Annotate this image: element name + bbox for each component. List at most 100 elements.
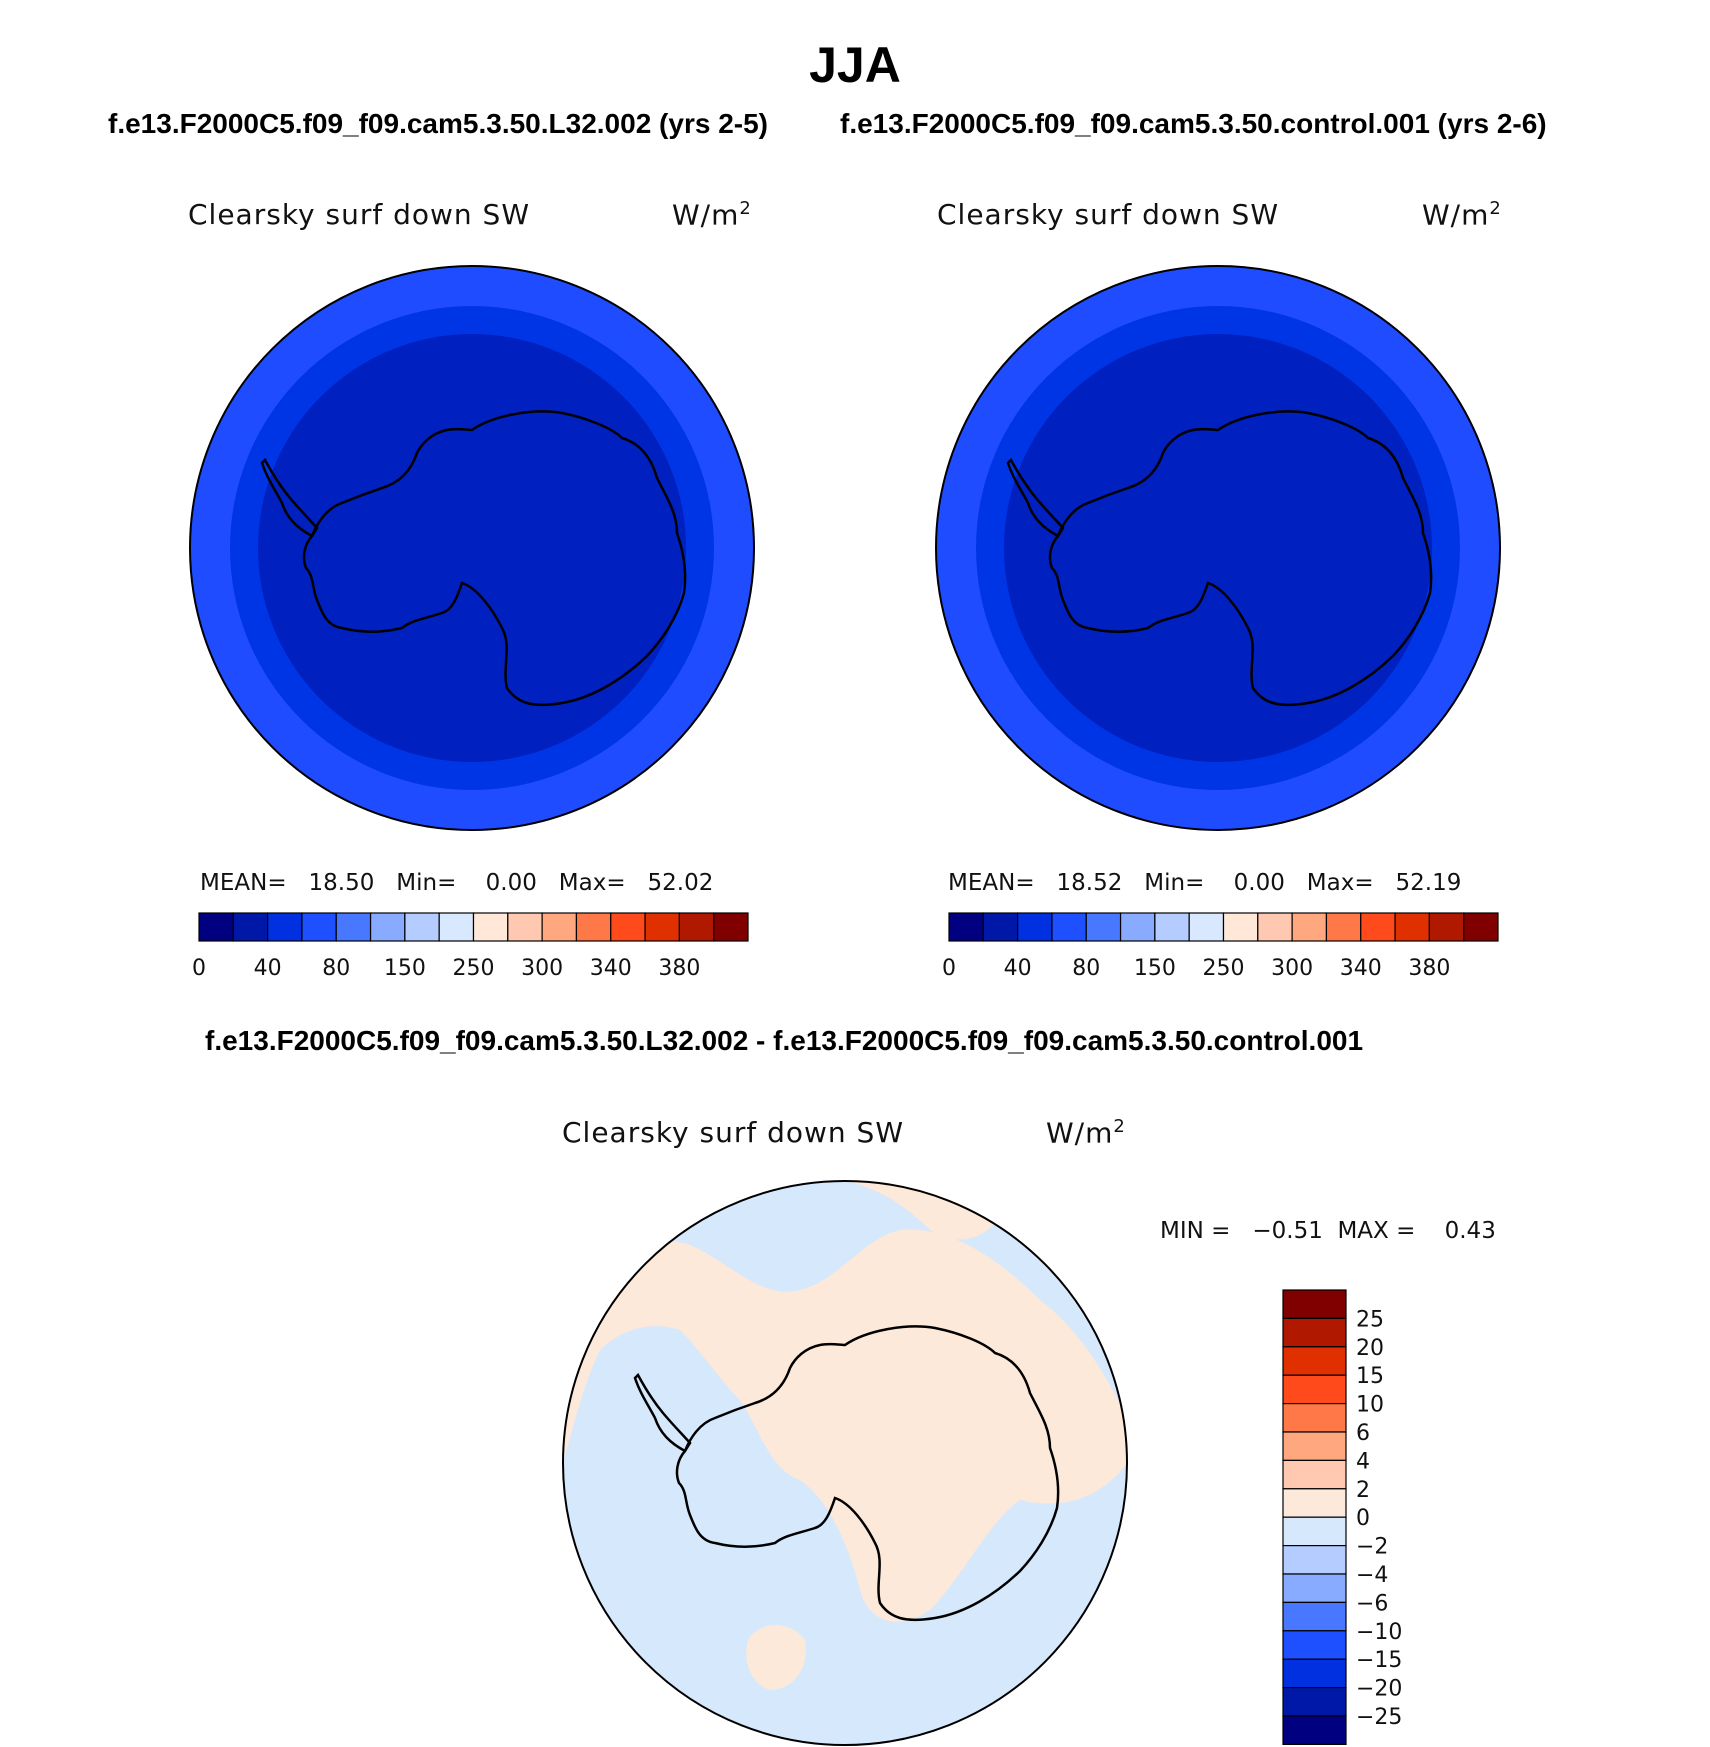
colorbar-tick-label: 340: [590, 956, 632, 981]
colorbar-swatch: [1360, 912, 1396, 942]
colorbar-swatch: [1394, 912, 1430, 942]
right-colorbar: 0 40 80 150 250 300 340 380: [942, 912, 1499, 981]
left-stats: MEAN= 18.50 Min= 0.00 Max= 52.02: [200, 870, 714, 896]
left-colorbar: 0 40 80 150 250 300 340 380: [192, 912, 749, 981]
colorbar-tick-label: 300: [1271, 956, 1313, 981]
colorbar-swatch: [404, 912, 440, 942]
diff-colorbar-swatch: [1282, 1601, 1347, 1632]
colorbar-swatch: [948, 912, 984, 942]
diff-colorbar-tick-label: 4: [1356, 1449, 1370, 1474]
colorbar-tick-label: 300: [521, 956, 563, 981]
colorbar-swatch: [472, 912, 509, 942]
colorbar-swatch: [575, 912, 612, 942]
colorbar-swatch: [369, 912, 406, 942]
diff-colorbar-tick-label: −25: [1356, 1705, 1402, 1730]
diff-colorbar-tick-label: 15: [1356, 1364, 1384, 1389]
colorbar-tick-label: 250: [1203, 956, 1245, 981]
diff-stats: MIN = −0.51 MAX = 0.43: [1160, 1218, 1496, 1244]
colorbar-swatch: [1325, 912, 1362, 942]
colorbar-tick-label: 380: [658, 956, 700, 981]
map-ring-1-2: [1004, 334, 1432, 762]
left-polar-map: [189, 265, 755, 831]
diff-colorbar-tick-label: −6: [1356, 1591, 1388, 1616]
diff-colorbar-swatch: [1282, 1715, 1347, 1745]
diff-colorbar-tick-label: −10: [1356, 1620, 1402, 1645]
colorbar-tick-label: 80: [322, 956, 350, 981]
map-ring-0-2: [258, 334, 686, 762]
right-variable-label: Clearsky surf down SW: [937, 198, 1280, 231]
colorbar-swatch: [1154, 912, 1190, 942]
diff-colorbar-swatch: [1282, 1573, 1347, 1603]
diff-polar-map: [562, 1180, 1128, 1746]
colorbar-tick-label: 380: [1408, 956, 1450, 981]
left-map-border: [189, 265, 755, 831]
colorbar-swatch: [232, 912, 269, 942]
colorbar-swatch: [713, 912, 749, 942]
colorbar-swatch: [1463, 912, 1499, 942]
diff-colorbar-swatch: [1282, 1402, 1347, 1433]
diff-colorbar-swatch: [1282, 1431, 1347, 1461]
right-units-label: W/m2: [1422, 198, 1502, 232]
diff-colorbar-swatch: [1282, 1516, 1347, 1547]
right-case-title: f.e13.F2000C5.f09_f09.cam5.3.50.control.…: [840, 108, 1547, 139]
diff-colorbar-swatch: [1282, 1346, 1347, 1376]
diff-colorbar-tick-label: 25: [1356, 1307, 1384, 1332]
colorbar-swatch: [1119, 912, 1156, 942]
colorbar-swatch: [1257, 912, 1293, 942]
colorbar-tick-label: 40: [1004, 956, 1032, 981]
colorbar-swatch: [1017, 912, 1053, 942]
diff-colorbar-swatch: [1282, 1317, 1347, 1348]
diff-colorbar-tick-label: −20: [1356, 1677, 1402, 1702]
colorbar-swatch: [267, 912, 303, 942]
diff-colorbar-tick-label: 20: [1356, 1336, 1384, 1361]
left-variable-label: Clearsky surf down SW: [188, 198, 531, 231]
diff-colorbar-swatch: [1282, 1544, 1347, 1575]
left-units-label: W/m2: [672, 198, 752, 232]
diff-colorbar-tick-label: −15: [1356, 1648, 1402, 1673]
diff-colorbar-swatch: [1282, 1459, 1347, 1490]
colorbar-swatch: [610, 912, 646, 942]
diff-colorbar-swatch: [1282, 1289, 1347, 1319]
left-case-title: f.e13.F2000C5.f09_f09.cam5.3.50.L32.002 …: [108, 108, 768, 139]
colorbar-swatch: [678, 912, 715, 942]
diff-colorbar-swatch: [1282, 1630, 1347, 1660]
colorbar-swatch: [301, 912, 337, 942]
diff-variable-label: Clearsky surf down SW: [562, 1116, 905, 1149]
colorbar-tick-label: 250: [453, 956, 495, 981]
colorbar-tick-label: 0: [192, 956, 206, 981]
diff-case-title: f.e13.F2000C5.f09_f09.cam5.3.50.L32.002 …: [205, 1025, 1364, 1056]
colorbar-swatch: [507, 912, 543, 942]
diff-colorbar-tick-label: −2: [1356, 1535, 1388, 1560]
diff-colorbar-tick-label: 0: [1356, 1506, 1370, 1531]
diff-units-label: W/m2: [1046, 1116, 1126, 1150]
colorbar-swatch: [1291, 912, 1328, 942]
diff-colorbar-tick-label: 10: [1356, 1393, 1384, 1418]
colorbar-swatch: [438, 912, 475, 942]
diff-map-border: [562, 1180, 1128, 1746]
colorbar-swatch: [198, 912, 234, 942]
colorbar-swatch: [644, 912, 680, 942]
colorbar-swatch: [1428, 912, 1465, 942]
diff-colorbar-swatch: [1282, 1488, 1347, 1518]
colorbar-tick-label: 0: [942, 956, 956, 981]
colorbar-tick-label: 40: [254, 956, 282, 981]
colorbar-swatch: [1051, 912, 1087, 942]
figure-title: JJA: [809, 37, 901, 93]
colorbar-tick-label: 80: [1072, 956, 1100, 981]
diff-colorbar-tick-label: −4: [1356, 1563, 1388, 1588]
diff-colorbar-swatch: [1282, 1686, 1347, 1717]
colorbar-swatch: [1085, 912, 1122, 942]
diff-colorbar-swatch: [1282, 1374, 1347, 1405]
colorbar-tick-label: 150: [384, 956, 426, 981]
colorbar-swatch: [541, 912, 578, 942]
diff-colorbar-tick-label: 6: [1356, 1421, 1370, 1446]
colorbar-swatch: [1222, 912, 1259, 942]
diff-colorbar-tick-label: 2: [1356, 1478, 1370, 1503]
colorbar-swatch: [1188, 912, 1225, 942]
right-stats: MEAN= 18.52 Min= 0.00 Max= 52.19: [948, 870, 1462, 896]
colorbar-swatch: [982, 912, 1019, 942]
right-polar-map: [935, 265, 1501, 831]
colorbar-tick-label: 150: [1134, 956, 1176, 981]
